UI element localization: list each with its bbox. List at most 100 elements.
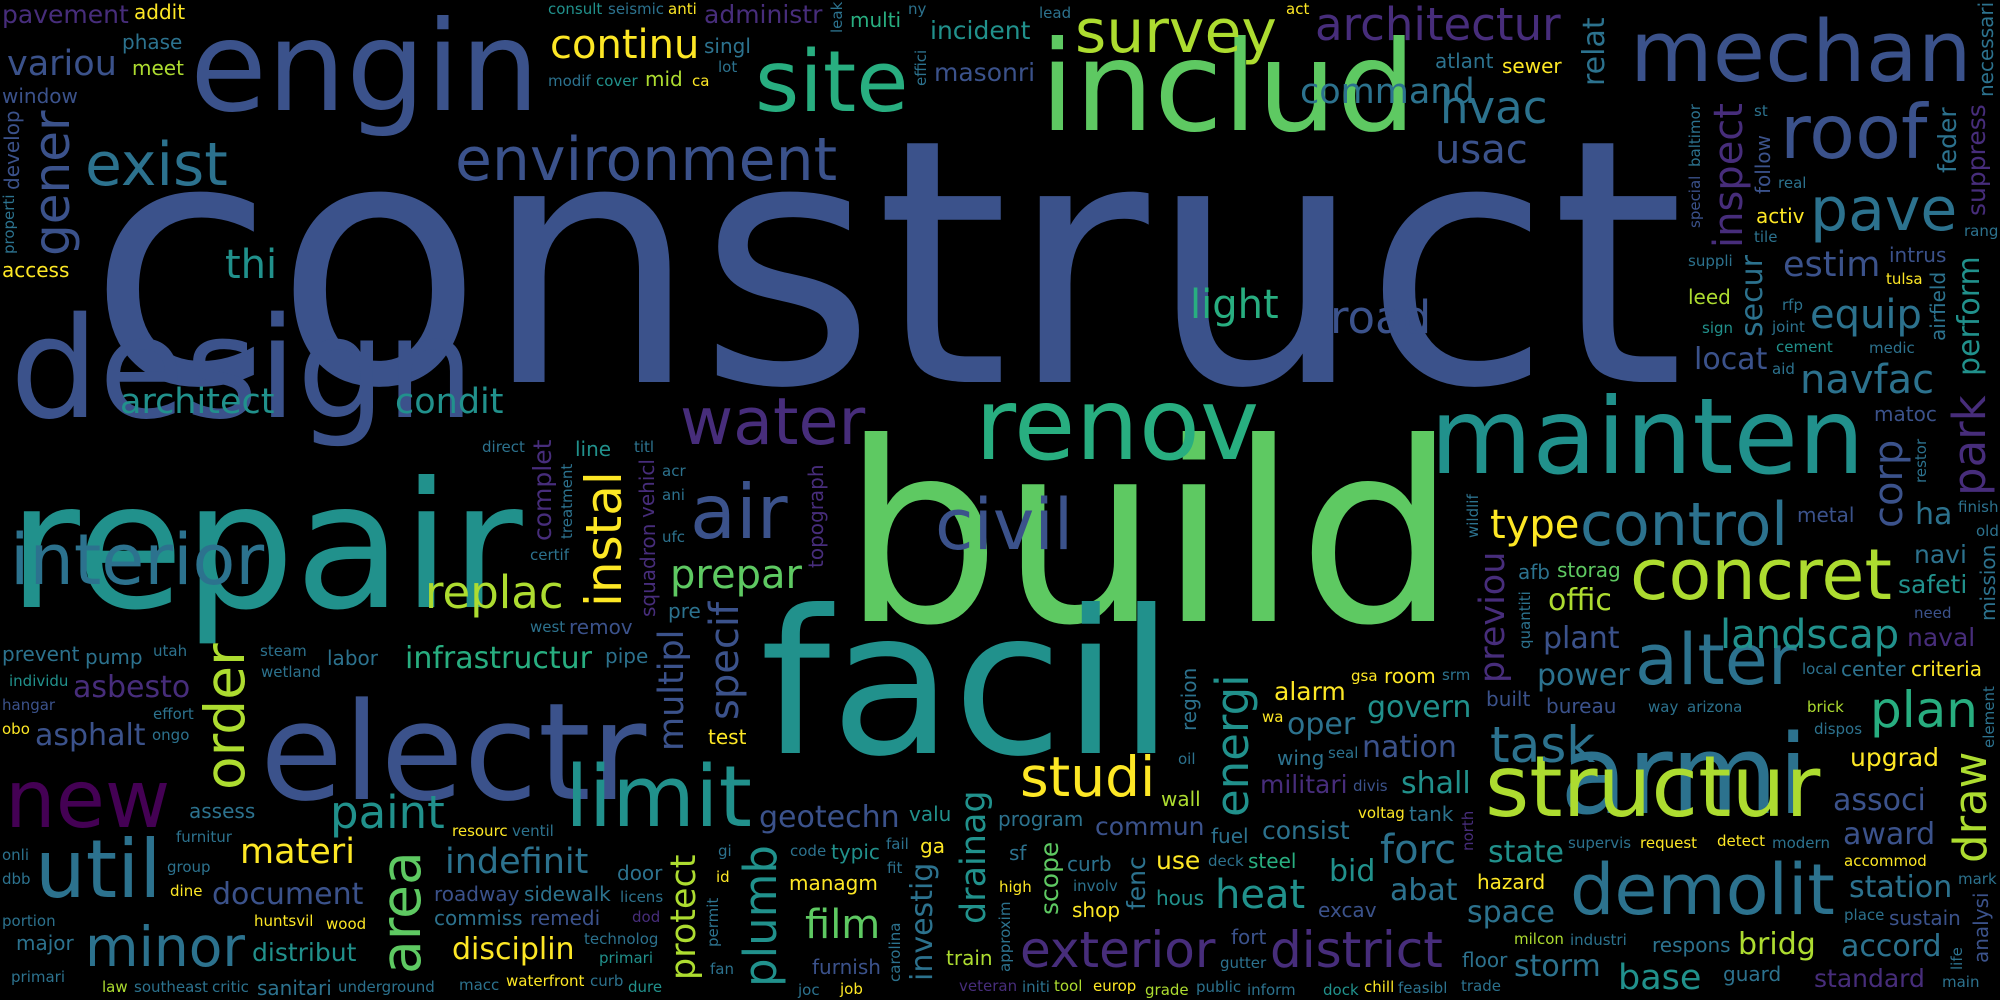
word-rang: rang <box>1964 222 1999 240</box>
word-vehicl: vehicl <box>635 459 659 518</box>
word-roadway: roadway <box>434 882 520 906</box>
word-access: access <box>2 258 70 282</box>
word-ca: ca <box>692 72 710 90</box>
word-secur: secur <box>1735 255 1770 337</box>
word-addit: addit <box>134 0 186 24</box>
word-region: region <box>1177 667 1201 731</box>
word-util: util <box>35 823 162 916</box>
word-air: air <box>690 468 788 556</box>
word-plan: plan <box>1870 681 1978 739</box>
word-tile: tile <box>1754 228 1778 246</box>
word-materi: materi <box>240 832 355 872</box>
word-leak: leak <box>828 1 846 33</box>
word-usac: usac <box>1435 127 1528 173</box>
word-use: use <box>1156 846 1201 875</box>
word-squadron: squadron <box>636 523 660 617</box>
word-managm: managm <box>789 871 878 895</box>
word-rfp: rfp <box>1782 296 1803 314</box>
word-pave: pave <box>1810 175 1958 245</box>
word-licens: licens <box>620 888 664 906</box>
word-civil: civil <box>935 484 1074 566</box>
word-assess: assess <box>189 799 256 823</box>
word-administr: administr <box>704 0 823 29</box>
word-landscap: landscap <box>1720 612 1900 658</box>
word-pre: pre <box>668 599 701 623</box>
word-deck: deck <box>1208 852 1244 870</box>
word-multi: multi <box>850 8 902 32</box>
word-fenc: fenc <box>1122 856 1151 910</box>
word-studi: studi <box>1020 745 1156 809</box>
word-curb: curb <box>590 972 624 990</box>
word-draw: draw <box>1944 751 1997 863</box>
word-document: document <box>212 877 364 912</box>
word-milcon: milcon <box>1514 930 1564 948</box>
word-plumb: plumb <box>734 845 787 987</box>
word-aid: aid <box>1772 360 1795 378</box>
word-corp: corp <box>1866 439 1912 528</box>
word-ani: ani <box>662 486 685 504</box>
word-sewer: sewer <box>1502 54 1562 78</box>
word-hous: hous <box>1156 886 1205 910</box>
word-fort: fort <box>1231 925 1267 949</box>
word-excav: excav <box>1318 898 1377 922</box>
word-ventil: ventil <box>512 822 554 840</box>
word-code: code <box>790 842 827 860</box>
word-activ: activ <box>1756 204 1805 228</box>
word-portion: portion <box>2 912 56 930</box>
word-mainten: mainten <box>1430 376 1865 498</box>
word-navi: navi <box>1914 540 1967 569</box>
word-pavement: pavement <box>2 0 129 29</box>
word-north: north <box>1459 810 1477 851</box>
word-major: major <box>16 931 74 955</box>
word-pump: pump <box>85 645 143 669</box>
word-respons: respons <box>1652 933 1731 957</box>
word-lot: lot <box>718 58 738 76</box>
word-commiss: commiss <box>434 906 523 930</box>
word-topograph: topograph <box>804 464 828 568</box>
word-curb: curb <box>1067 852 1112 876</box>
word-mark: mark <box>1958 870 1997 888</box>
word-veteran: veteran <box>959 977 1018 995</box>
word-local: local <box>1802 660 1837 678</box>
word-leed: leed <box>1688 285 1731 309</box>
word-control: control <box>1580 490 1788 560</box>
word-supervis: supervis <box>1568 834 1632 852</box>
word-previou: previou <box>1473 551 1513 683</box>
word-follow: follow <box>1751 135 1775 194</box>
word-line: line <box>575 437 612 461</box>
word-suppli: suppli <box>1688 252 1733 270</box>
word-indefinit: indefinit <box>445 842 589 882</box>
word-feder: feder <box>1933 107 1962 173</box>
word-modern: modern <box>1772 834 1830 852</box>
word-drainag: drainag <box>954 790 994 924</box>
word-wildlif: wildlif <box>1464 494 1482 538</box>
word-oper: oper <box>1287 707 1356 742</box>
word-engin: engin <box>190 0 540 140</box>
word-anti: anti <box>668 0 697 18</box>
word-primari: primari <box>599 949 653 967</box>
word-survey: survey <box>1075 0 1277 67</box>
word-divis: divis <box>1353 777 1388 795</box>
word-carolina: carolina <box>886 922 904 983</box>
word-utah: utah <box>153 642 188 660</box>
word-critic: critic <box>212 978 249 996</box>
word-ny: ny <box>908 0 927 18</box>
word-need: need <box>1914 604 1952 622</box>
word-relat: relat <box>1577 17 1612 86</box>
word-estim: estim <box>1783 245 1881 285</box>
word-environment: environment <box>455 125 838 195</box>
word-accommod: accommod <box>1844 852 1927 870</box>
word-effort: effort <box>153 705 194 723</box>
word-repair: repair <box>8 446 523 649</box>
word-minor: minor <box>85 915 245 979</box>
word-perform: perform <box>1952 256 1987 376</box>
word-job: job <box>840 980 863 998</box>
word-architectur: architectur <box>1315 0 1561 51</box>
word-prepar: prepar <box>670 552 802 598</box>
word-hvac: hvac <box>1440 81 1548 134</box>
word-medic: medic <box>1869 339 1915 357</box>
word-replac: replac <box>425 566 564 619</box>
word-finish: finish <box>1958 498 1999 516</box>
word-labor: labor <box>327 646 378 670</box>
word-modif: modif <box>548 72 591 90</box>
